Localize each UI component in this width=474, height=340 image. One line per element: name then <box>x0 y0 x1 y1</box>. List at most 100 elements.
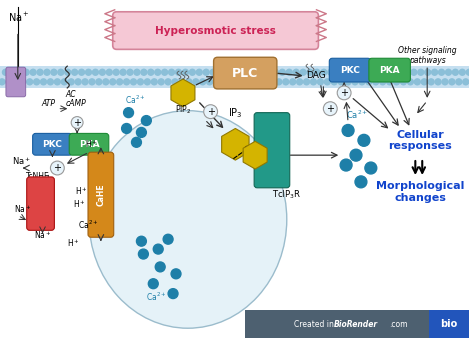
Text: +: + <box>54 163 61 173</box>
Text: H$^+$: H$^+$ <box>73 198 86 209</box>
Circle shape <box>41 79 46 85</box>
Text: DAG: DAG <box>307 71 326 80</box>
Circle shape <box>228 79 233 85</box>
FancyBboxPatch shape <box>6 67 26 97</box>
Circle shape <box>0 79 5 85</box>
Circle shape <box>303 79 310 85</box>
Circle shape <box>96 79 102 85</box>
Text: Other signaling
pathways: Other signaling pathways <box>398 46 456 65</box>
Circle shape <box>122 123 131 133</box>
Bar <box>245 310 443 338</box>
Circle shape <box>79 69 84 75</box>
Circle shape <box>207 79 213 85</box>
Text: PKC: PKC <box>43 140 63 149</box>
Circle shape <box>106 69 112 75</box>
Circle shape <box>323 102 337 116</box>
Circle shape <box>241 79 247 85</box>
Circle shape <box>9 69 15 75</box>
Text: Created in: Created in <box>294 320 336 329</box>
Text: PKA: PKA <box>379 66 400 74</box>
Circle shape <box>72 69 78 75</box>
FancyBboxPatch shape <box>369 58 410 82</box>
Circle shape <box>89 79 95 85</box>
Circle shape <box>182 69 188 75</box>
Circle shape <box>137 128 146 137</box>
Text: Na$^+$: Na$^+$ <box>8 11 29 24</box>
Circle shape <box>369 69 375 75</box>
Circle shape <box>466 69 472 75</box>
Circle shape <box>71 117 83 129</box>
Circle shape <box>110 79 116 85</box>
Circle shape <box>337 86 351 100</box>
FancyBboxPatch shape <box>33 133 72 155</box>
Circle shape <box>352 79 358 85</box>
Circle shape <box>356 69 362 75</box>
Circle shape <box>279 69 285 75</box>
Text: PKA: PKA <box>79 140 100 149</box>
Circle shape <box>193 79 199 85</box>
Circle shape <box>265 69 272 75</box>
Circle shape <box>203 69 209 75</box>
Circle shape <box>210 69 216 75</box>
Circle shape <box>390 69 396 75</box>
Text: +: + <box>73 118 81 128</box>
Circle shape <box>44 69 50 75</box>
Circle shape <box>117 79 123 85</box>
Circle shape <box>446 69 451 75</box>
Circle shape <box>151 79 157 85</box>
Circle shape <box>124 79 129 85</box>
Polygon shape <box>222 129 249 160</box>
Text: TcIP$_3$R: TcIP$_3$R <box>272 189 301 201</box>
Circle shape <box>452 69 458 75</box>
Circle shape <box>300 69 306 75</box>
Circle shape <box>442 79 448 85</box>
Text: bio: bio <box>440 319 457 329</box>
Circle shape <box>163 234 173 244</box>
FancyBboxPatch shape <box>113 12 319 49</box>
Circle shape <box>365 162 377 174</box>
Circle shape <box>331 79 337 85</box>
FancyBboxPatch shape <box>69 133 109 155</box>
Circle shape <box>172 79 178 85</box>
Circle shape <box>168 289 178 299</box>
Bar <box>429 310 469 338</box>
Circle shape <box>459 69 465 75</box>
Circle shape <box>6 79 12 85</box>
Text: PLC: PLC <box>232 67 258 80</box>
Circle shape <box>366 79 372 85</box>
Circle shape <box>100 69 105 75</box>
Circle shape <box>283 79 289 85</box>
FancyBboxPatch shape <box>329 58 371 82</box>
Text: AC: AC <box>65 90 76 99</box>
Circle shape <box>259 69 264 75</box>
Text: Ca$^{2+}$: Ca$^{2+}$ <box>146 290 167 303</box>
Circle shape <box>359 79 365 85</box>
Text: H$^+$: H$^+$ <box>42 177 55 189</box>
Text: IP$_3$: IP$_3$ <box>228 107 243 120</box>
Circle shape <box>186 79 192 85</box>
Circle shape <box>273 69 278 75</box>
Circle shape <box>50 161 64 175</box>
Circle shape <box>141 69 147 75</box>
Circle shape <box>335 69 341 75</box>
Circle shape <box>397 69 403 75</box>
Circle shape <box>314 69 320 75</box>
Circle shape <box>137 79 144 85</box>
Circle shape <box>307 69 313 75</box>
Circle shape <box>348 69 355 75</box>
Circle shape <box>148 279 158 289</box>
Circle shape <box>297 79 302 85</box>
Circle shape <box>432 69 438 75</box>
Circle shape <box>65 69 71 75</box>
Circle shape <box>238 69 244 75</box>
Circle shape <box>449 79 455 85</box>
Circle shape <box>355 176 367 188</box>
Circle shape <box>269 79 275 85</box>
Circle shape <box>200 79 206 85</box>
Ellipse shape <box>89 110 287 328</box>
Circle shape <box>217 69 223 75</box>
Circle shape <box>58 69 64 75</box>
Circle shape <box>321 69 327 75</box>
Circle shape <box>51 69 57 75</box>
Circle shape <box>75 79 81 85</box>
